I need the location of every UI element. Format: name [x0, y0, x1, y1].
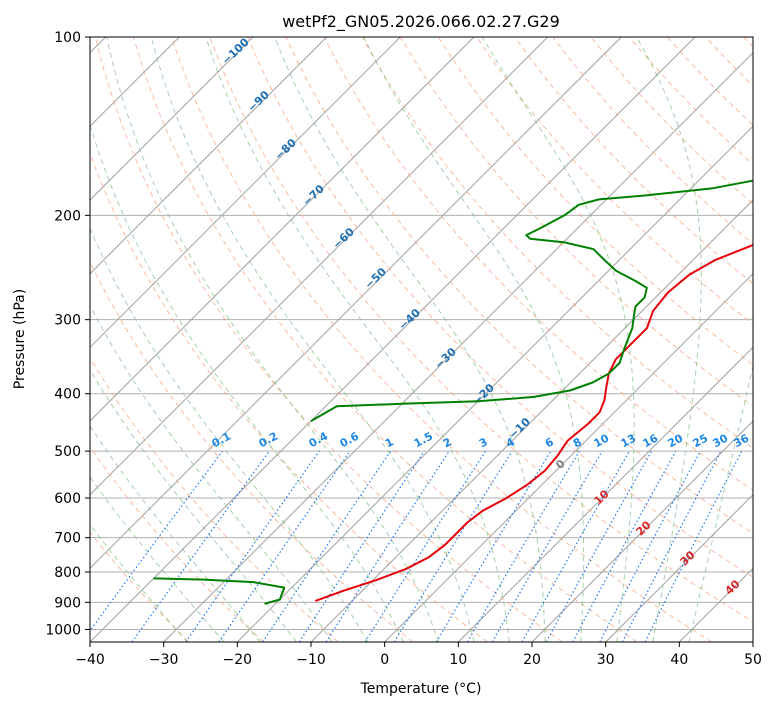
- mixing-ratio-lines: [90, 450, 743, 642]
- y-tick-label: 400: [54, 387, 81, 403]
- moist-adiabat: [363, 37, 585, 642]
- y-tick-label: 1000: [45, 622, 81, 638]
- axes: −40 −30 −20 −10 0 10 20 30 40 50 100 200 300 400 500 60…: [45, 30, 762, 668]
- y-tick-label: 700: [54, 531, 81, 547]
- isotherm-gridline: [90, 37, 622, 570]
- dry-adiabat: [132, 37, 638, 642]
- moist-adiabat: [481, 37, 635, 642]
- isotherm-gridline: [236, 125, 753, 642]
- moist-adiabat: [90, 226, 369, 642]
- dry-adiabat: [90, 152, 488, 642]
- isotherm-gridline: [90, 37, 696, 642]
- mixing-ratio-label: 30: [711, 431, 731, 450]
- dry-adiabat: [90, 531, 190, 642]
- mixing-ratio-line: [521, 450, 631, 642]
- isotherm-gridline: [384, 272, 753, 642]
- dry-adiabats: [90, 37, 753, 642]
- y-tick-label: 300: [54, 313, 81, 329]
- y-axis-label: Pressure (hPa): [12, 289, 28, 389]
- dewpoint_low-line: [153, 577, 286, 605]
- x-tick-label: 20: [523, 652, 541, 668]
- moist-adiabat: [274, 37, 546, 642]
- x-tick-label: −20: [223, 652, 253, 668]
- x-tick-label: 30: [597, 652, 615, 668]
- isotherm-gridline: [90, 37, 254, 201]
- moist-adiabat: [90, 523, 188, 642]
- grid-lines: [90, 37, 753, 642]
- dry-adiabat: [90, 260, 414, 642]
- mixing-ratio-line: [262, 450, 392, 642]
- isotherm-gridline: [163, 51, 753, 642]
- dry-adiabat: [209, 37, 753, 623]
- plot-background: [90, 37, 753, 642]
- plot-frame: [89, 36, 754, 643]
- y-tick-label: 900: [54, 595, 81, 611]
- x-tick-label: −40: [75, 652, 105, 668]
- mixing-ratio-line: [131, 450, 270, 642]
- y-tick-label: 800: [54, 565, 81, 581]
- y-tick-label: 600: [54, 491, 81, 507]
- dry-adiabat: [90, 446, 264, 642]
- mixing-ratio-label: 13: [619, 432, 639, 451]
- moist-adiabat: [90, 476, 225, 642]
- x-tick-label: 40: [670, 652, 688, 668]
- mixing-ratio-label: 25: [691, 432, 711, 451]
- mixing-ratio-labels: 0.1 0.2 0.4 0.6 1 1.5 2 3 4 6 8 10 13 16…: [210, 429, 752, 450]
- moist-adiabat: [205, 37, 510, 642]
- dry-adiabat: [361, 37, 753, 449]
- mixing-ratio-line: [545, 450, 653, 642]
- mixing-ratio-line: [572, 450, 677, 642]
- isotherm-gridline: [531, 420, 753, 642]
- y-tick-label: 200: [54, 208, 81, 224]
- x-tick-label: −10: [296, 652, 326, 668]
- y-tick-label: 500: [54, 444, 81, 460]
- mixing-ratio-label: 10: [592, 431, 612, 450]
- profile-lines: [153, 179, 753, 605]
- mixing-ratio-line: [185, 450, 320, 642]
- isotherm-gridline: [752, 641, 753, 642]
- mixing-ratio-label: 36: [732, 431, 752, 450]
- mixing-ratio-line: [218, 450, 351, 642]
- dewpoint-line: [310, 179, 753, 422]
- isotherm-gridline: [90, 37, 328, 275]
- x-tick-label: −30: [149, 652, 179, 668]
- dry-adiabat: [90, 356, 339, 642]
- mixing-ratio-line: [644, 450, 743, 642]
- isotherm-gridline: [90, 37, 401, 349]
- chart-title: wetPf2_GN05.2026.066.02.27.G29: [282, 12, 560, 32]
- isotherm-gridline: [90, 37, 475, 422]
- moist-adiabat: [636, 37, 702, 642]
- isotherm-gridline: [90, 37, 549, 496]
- isotherm-gridline: [457, 346, 753, 642]
- isotherm-gridline: [605, 493, 753, 642]
- dry-adiabat: [514, 37, 753, 285]
- mixing-ratio-line: [298, 450, 425, 642]
- dry-adiabat: [171, 37, 712, 642]
- dry-adiabat: [247, 37, 753, 578]
- moist-adiabat: [90, 123, 404, 642]
- dry-adiabat: [94, 37, 563, 642]
- x-tick-label: 0: [380, 652, 389, 668]
- mixing-ratio-label: 20: [666, 431, 686, 450]
- moist-adiabat: [90, 368, 297, 642]
- moist-adiabats: [90, 37, 753, 642]
- y-tick-label: 100: [54, 30, 81, 46]
- mixing-ratio-line: [90, 450, 223, 632]
- x-tick-label: 50: [744, 652, 762, 668]
- x-axis-label: Temperature (°C): [360, 681, 482, 697]
- dry-adiabat: [399, 37, 753, 407]
- moist-adiabat: [90, 424, 261, 642]
- mixing-ratio-line: [393, 450, 513, 642]
- mixing-ratio-label: 16: [641, 431, 661, 450]
- x-tick-label: 10: [449, 652, 467, 668]
- temperature-line: [314, 244, 753, 602]
- mixing-ratio-line: [325, 450, 450, 642]
